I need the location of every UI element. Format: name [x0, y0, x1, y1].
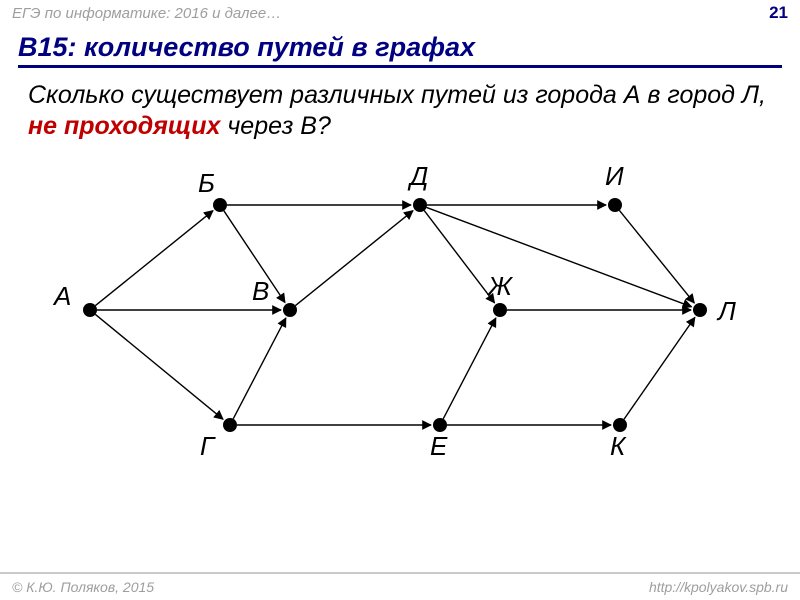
edge-D-L: [427, 207, 692, 306]
node-Zh: [493, 303, 507, 317]
edge-A-B: [95, 211, 213, 306]
node-label-L: Л: [716, 296, 736, 326]
node-A: [83, 303, 97, 317]
node-E: [433, 418, 447, 432]
node-label-K: К: [610, 431, 627, 461]
edge-I-L: [619, 210, 694, 303]
node-G: [223, 418, 237, 432]
edge-D-Zh: [424, 211, 494, 303]
node-label-V: В: [252, 276, 269, 306]
footer-url: http://kpolyakov.spb.ru: [649, 579, 788, 595]
node-B: [213, 198, 227, 212]
question-text: Сколько существует различных путей из го…: [28, 80, 772, 143]
edge-G-V: [233, 318, 286, 419]
title-container: B15: количество путей в графах: [18, 32, 782, 68]
node-label-A: А: [52, 281, 71, 311]
edge-A-G: [95, 314, 223, 419]
edge-K-L: [624, 317, 695, 419]
node-label-G: Г: [200, 431, 216, 461]
question-emphasis: не проходящих: [28, 112, 220, 140]
node-label-D: Д: [407, 161, 428, 191]
node-label-B: Б: [198, 168, 215, 198]
edge-V-D: [295, 211, 413, 306]
header-subject: ЕГЭ по информатике: 2016 и далее…: [12, 5, 281, 22]
slide-title: B15: количество путей в графах: [18, 32, 782, 68]
node-label-Zh: Ж: [486, 271, 514, 301]
node-L: [693, 303, 707, 317]
edge-E-Zh: [443, 318, 496, 419]
node-I: [608, 198, 622, 212]
header-bar: ЕГЭ по информатике: 2016 и далее… 21: [0, 0, 800, 26]
graph-diagram: А Б В Г Д Е Ж И К Л: [0, 150, 800, 530]
node-K: [613, 418, 627, 432]
node-D: [413, 198, 427, 212]
footer-copyright: © К.Ю. Поляков, 2015: [12, 579, 154, 595]
node-V: [283, 303, 297, 317]
question-part1: Сколько существует различных путей из го…: [28, 81, 766, 109]
header-page-number: 21: [769, 3, 788, 23]
question-part2: через В?: [220, 112, 330, 140]
node-label-E: Е: [430, 431, 448, 461]
node-label-I: И: [605, 161, 624, 191]
footer-bar: © К.Ю. Поляков, 2015 http://kpolyakov.sp…: [0, 572, 800, 600]
